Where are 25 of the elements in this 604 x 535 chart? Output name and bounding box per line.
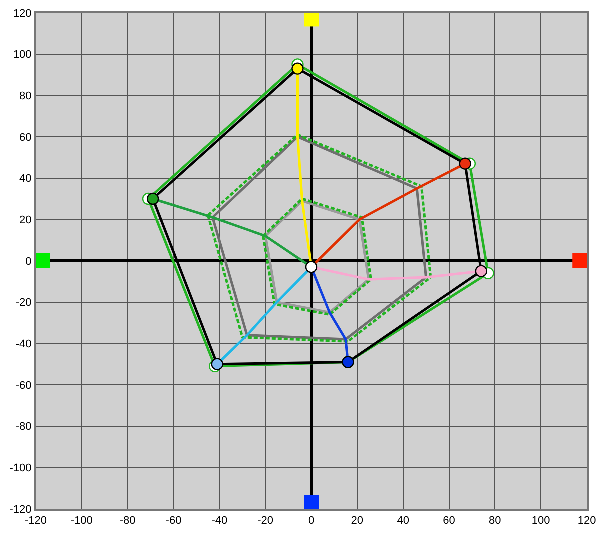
- x-tick-label: -80: [120, 515, 136, 528]
- y-tick-label: -80: [16, 421, 32, 434]
- x-tick-label: -40: [212, 515, 228, 528]
- y-tick-label: -60: [16, 380, 32, 392]
- y-tick-label: -40: [16, 338, 32, 351]
- y-tick-label: 0: [26, 256, 32, 268]
- x-tick-label: -100: [70, 515, 93, 528]
- x-tick-label: -20: [258, 515, 274, 528]
- y-tick-label: 120: [13, 8, 32, 20]
- y-tick-label: 20: [20, 214, 32, 227]
- x-tick-label: 40: [397, 515, 410, 528]
- y-tick-label: -100: [10, 462, 32, 475]
- y-tick-label: 100: [13, 49, 32, 62]
- y-tick-label: 80: [20, 90, 32, 103]
- x-tick-label: 60: [443, 515, 456, 528]
- x-tick-label: 20: [351, 515, 364, 528]
- y-tick-label: 60: [20, 132, 32, 144]
- x-tick-label: 80: [489, 515, 502, 528]
- x-tick-label: -60: [166, 515, 182, 528]
- y-tick-label: 40: [20, 173, 32, 186]
- x-tick-label: 120: [578, 515, 596, 528]
- y-tick-label: -120: [10, 504, 32, 516]
- x-tick-label: 100: [532, 515, 550, 528]
- y-tick-label: -20: [16, 297, 32, 310]
- x-tick-label: 0: [308, 515, 315, 528]
